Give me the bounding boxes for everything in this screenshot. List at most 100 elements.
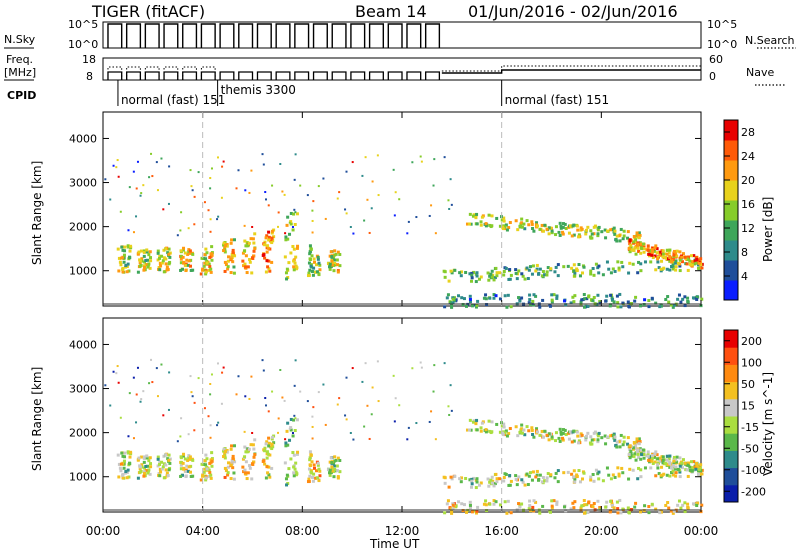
data-cell xyxy=(243,262,247,266)
data-cell xyxy=(578,274,582,278)
data-cell xyxy=(507,226,511,230)
data-cell xyxy=(112,164,115,167)
data-cell xyxy=(316,461,320,465)
data-cell xyxy=(464,476,468,480)
colorbar-swatch xyxy=(724,416,738,434)
data-cell xyxy=(345,376,348,379)
data-cell xyxy=(541,504,545,508)
data-cell xyxy=(443,156,446,159)
data-cell xyxy=(686,268,690,272)
data-cell xyxy=(587,295,591,299)
data-cell xyxy=(336,456,340,460)
data-cell xyxy=(523,277,527,281)
data-cell xyxy=(209,383,212,386)
data-cell xyxy=(329,265,333,269)
data-cell xyxy=(188,249,192,253)
data-cell xyxy=(538,305,542,309)
data-cell xyxy=(271,184,274,187)
data-cell xyxy=(250,271,254,275)
data-cell xyxy=(145,454,149,458)
data-cell xyxy=(573,480,577,484)
data-cell xyxy=(139,400,142,403)
data-cell xyxy=(167,202,170,205)
data-cell xyxy=(464,270,468,274)
data-cell xyxy=(330,465,334,469)
data-cell xyxy=(561,438,565,442)
data-cell xyxy=(129,450,133,454)
colorbar-swatch xyxy=(724,260,738,281)
data-cell xyxy=(148,176,151,179)
data-cell xyxy=(232,271,236,275)
data-cell xyxy=(265,198,268,201)
data-cell xyxy=(124,263,128,267)
data-cell xyxy=(662,266,666,270)
data-cell xyxy=(555,502,559,506)
data-cell xyxy=(591,299,595,303)
data-cell xyxy=(627,271,631,275)
data-cell xyxy=(202,256,206,260)
data-cell xyxy=(155,161,158,164)
data-cell xyxy=(562,505,566,509)
data-cell xyxy=(528,298,532,302)
data-cell xyxy=(295,452,299,456)
data-cell xyxy=(494,266,498,270)
data-cell xyxy=(283,461,287,465)
data-cell xyxy=(394,191,397,194)
data-cell xyxy=(344,208,347,211)
data-cell xyxy=(393,214,396,217)
y-tick-label: 4000 xyxy=(69,338,97,351)
y-tick-label: 2000 xyxy=(69,221,97,234)
data-cell xyxy=(586,511,590,515)
data-cell xyxy=(363,219,366,222)
colorbar-swatch xyxy=(724,240,738,261)
data-cell xyxy=(611,298,615,302)
power-heatmap xyxy=(104,152,704,309)
data-cell xyxy=(204,272,208,276)
colorbar-tick-label: -15 xyxy=(741,421,759,434)
data-cell xyxy=(654,244,658,248)
data-cell xyxy=(535,267,539,271)
data-cell xyxy=(306,400,309,403)
data-cell xyxy=(520,221,524,225)
nsky-series xyxy=(107,23,441,48)
data-cell xyxy=(476,505,480,509)
data-cell xyxy=(646,450,650,454)
data-cell xyxy=(205,261,209,265)
data-cell xyxy=(179,455,183,459)
data-cell xyxy=(336,270,340,274)
data-cell xyxy=(474,280,478,284)
data-cell xyxy=(292,453,296,457)
data-cell xyxy=(514,474,518,478)
data-cell xyxy=(601,479,605,483)
data-cell xyxy=(309,453,313,457)
data-cell xyxy=(679,506,683,510)
data-cell xyxy=(336,250,340,254)
data-cell xyxy=(637,249,641,253)
data-cell xyxy=(253,232,257,236)
data-cell xyxy=(251,443,255,447)
data-cell xyxy=(183,251,187,255)
data-cell xyxy=(123,245,127,249)
data-cell xyxy=(572,269,576,273)
data-cell xyxy=(204,270,208,274)
data-cell xyxy=(294,153,297,156)
data-cell xyxy=(562,265,566,269)
data-cell xyxy=(223,260,227,264)
data-cell xyxy=(286,443,290,447)
data-cell xyxy=(674,474,678,478)
data-cell xyxy=(330,255,334,259)
data-cell xyxy=(145,456,149,460)
data-cell xyxy=(628,238,632,242)
data-cell xyxy=(449,269,453,273)
data-cell xyxy=(531,299,535,303)
data-cell xyxy=(674,465,678,469)
data-cell xyxy=(515,277,519,281)
data-cell xyxy=(243,468,247,472)
freq-bar xyxy=(182,71,198,80)
data-cell xyxy=(139,194,142,197)
data-cell xyxy=(267,230,271,234)
data-cell xyxy=(691,260,695,264)
data-cell xyxy=(628,261,632,265)
data-cell xyxy=(480,421,484,425)
data-cell xyxy=(658,459,662,463)
